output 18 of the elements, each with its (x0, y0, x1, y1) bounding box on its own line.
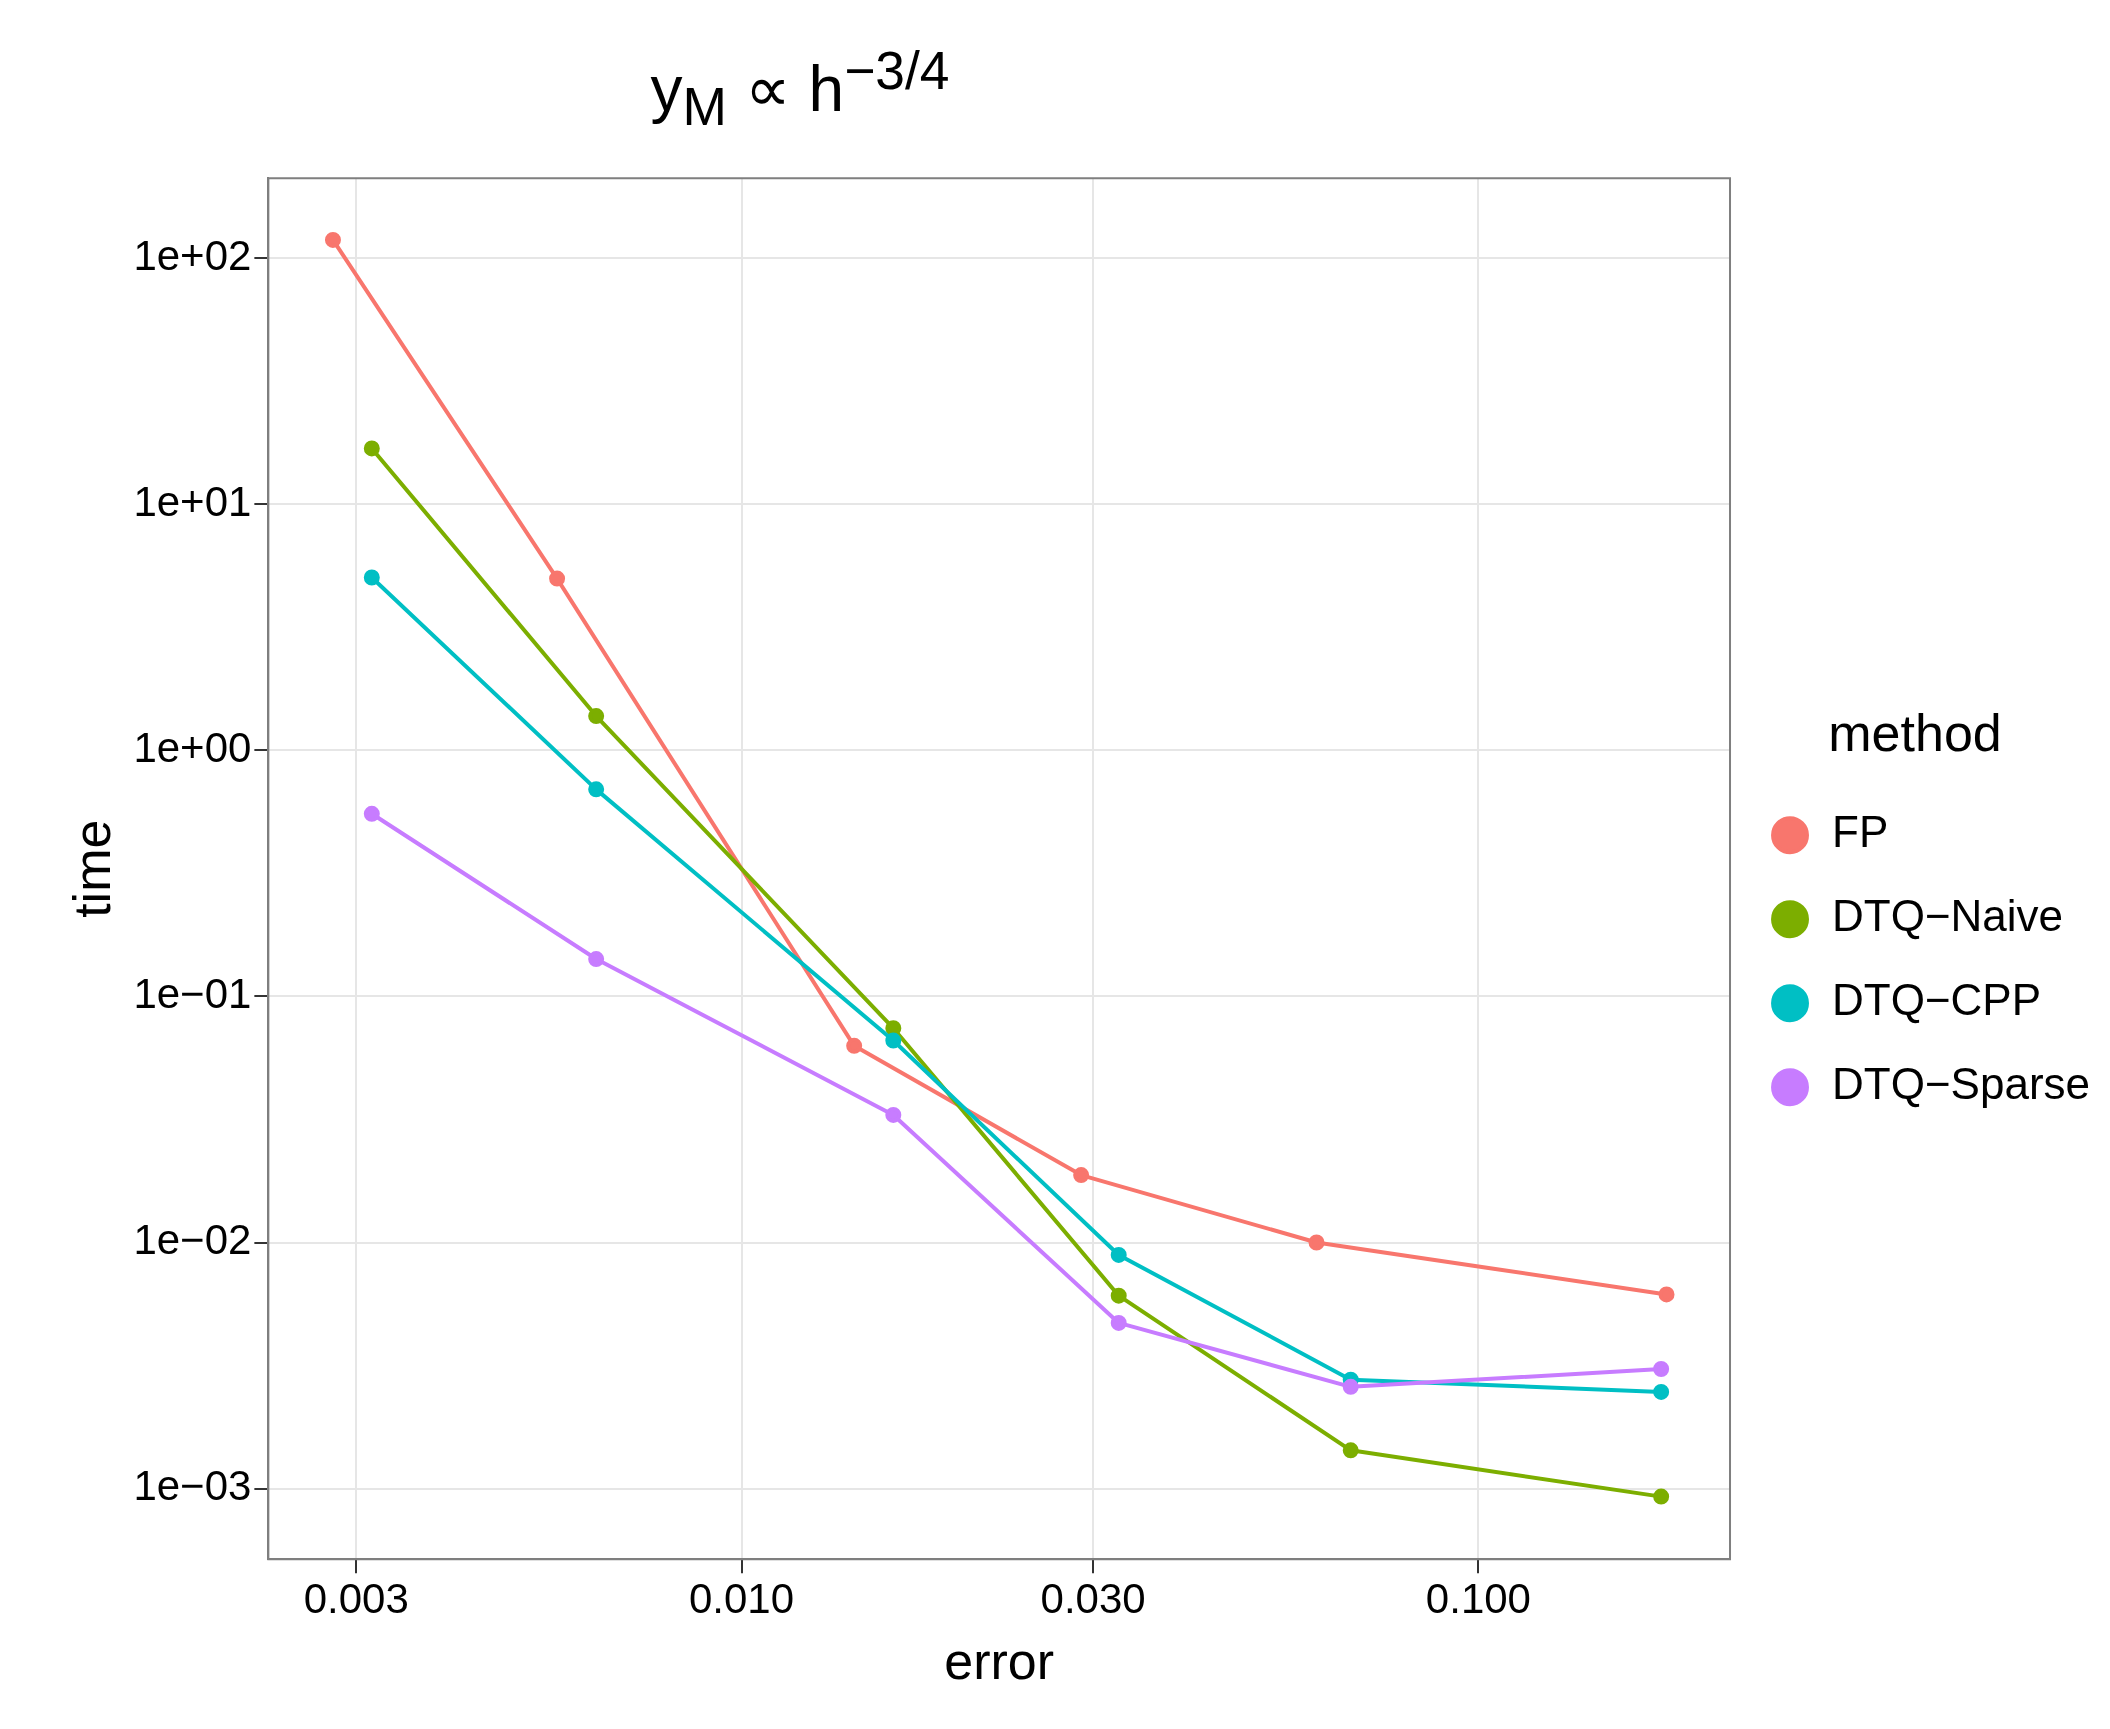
x-axis-title: error (944, 1632, 1055, 1691)
legend-title: method (1828, 704, 2002, 763)
x-tick-label: 0.003 (303, 1574, 409, 1622)
x-tick-label: 0.030 (1040, 1574, 1146, 1622)
legend-label: FP (1832, 807, 1889, 857)
y-tick-label: 1e+00 (133, 724, 252, 772)
y-tick-label: 1e+02 (133, 232, 252, 280)
chart-title: y$_{M}$ ∝ h$^{−3/4}$ (649, 40, 951, 139)
legend-label: DTQ−Naive (1832, 891, 2064, 941)
y-axis-title: time (62, 819, 121, 918)
legend-label: DTQ−Sparse (1832, 1059, 2090, 1109)
y-tick-label: 1e+01 (133, 478, 252, 526)
y-tick-label: 1e−02 (133, 1216, 252, 1264)
x-tick-label: 0.010 (688, 1574, 795, 1622)
x-tick-label: 0.100 (1425, 1574, 1531, 1622)
legend-label: DTQ−CPP (1832, 975, 2042, 1025)
y-tick-label: 1e−03 (133, 1462, 252, 1510)
y-tick-label: 1e−01 (133, 970, 252, 1018)
